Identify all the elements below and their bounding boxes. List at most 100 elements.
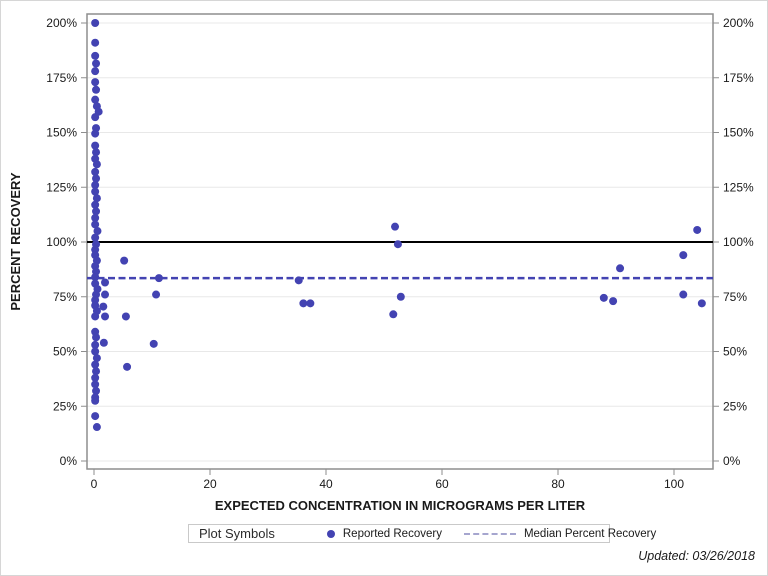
x-axis-tick-label: 0 (91, 477, 98, 491)
data-point (92, 354, 101, 363)
y-axis-tick-label: 75% (53, 290, 77, 304)
x-axis-title: EXPECTED CONCENTRATION IN MICROGRAMS PER… (215, 498, 586, 513)
data-point (92, 160, 101, 169)
data-point (91, 95, 100, 104)
data-point (152, 290, 161, 299)
y-axis-tick-label-right: 150% (723, 126, 754, 140)
legend-title: Plot Symbols (199, 526, 275, 541)
data-point (101, 312, 110, 321)
legend-entry-label: Reported Recovery (342, 527, 442, 540)
data-point (101, 290, 110, 299)
data-point (92, 367, 101, 376)
data-point (616, 264, 625, 273)
y-axis-tick-label: 125% (46, 180, 77, 194)
data-point (91, 380, 100, 389)
data-point (299, 299, 308, 308)
data-point (294, 276, 303, 285)
data-point (91, 167, 100, 176)
x-axis-tick-label: 40 (319, 477, 333, 491)
y-axis-tick-label-right: 125% (723, 180, 754, 194)
data-point (149, 339, 158, 348)
y-axis-tick-label: 150% (46, 126, 77, 140)
data-point (91, 187, 100, 196)
y-axis-tick-label: 175% (46, 71, 77, 85)
data-point (679, 251, 688, 260)
legend-entry-median-recovery: Median Percent Recovery (463, 528, 656, 540)
data-point (91, 396, 100, 405)
data-point (91, 233, 100, 242)
data-point (697, 299, 706, 308)
data-point (609, 297, 618, 306)
data-point (92, 148, 101, 157)
data-point (391, 222, 400, 231)
x-axis-tick-label: 60 (435, 477, 449, 491)
data-point (91, 412, 100, 421)
x-axis-tick-label: 20 (203, 477, 217, 491)
data-point (91, 312, 100, 321)
y-axis-tick-label: 50% (53, 345, 77, 359)
data-point (91, 129, 100, 138)
data-point (91, 373, 100, 382)
data-point (99, 338, 108, 347)
data-point (91, 360, 100, 369)
data-point (92, 207, 101, 216)
y-axis-tick-label: 100% (46, 235, 77, 249)
data-point (92, 59, 101, 68)
data-point (599, 293, 608, 302)
data-point (693, 225, 702, 234)
updated-note: Updated: 03/26/2018 (638, 549, 755, 563)
x-axis-tick-label: 80 (551, 477, 565, 491)
data-point (99, 302, 108, 311)
y-axis-tick-label: 0% (60, 454, 78, 468)
data-point (389, 310, 398, 319)
data-point (91, 220, 100, 229)
data-point (91, 273, 100, 282)
data-point (92, 423, 101, 432)
data-point (396, 292, 405, 301)
data-point (92, 386, 101, 395)
data-point (91, 67, 100, 76)
y-axis-tick-label: 25% (53, 399, 77, 413)
data-point (91, 78, 100, 87)
y-axis-tick-label-right: 0% (723, 454, 741, 468)
data-point (123, 362, 132, 371)
marker-dot-icon (326, 529, 335, 538)
legend-entry-reported-recovery: Reported Recovery (326, 527, 442, 540)
data-point (393, 240, 402, 249)
y-axis-tick-label-right: 25% (723, 399, 747, 413)
legend: Plot Symbols Reported Recovery Median Pe… (188, 524, 656, 543)
data-point (679, 290, 688, 299)
y-axis-title: PERCENT RECOVERY (8, 172, 23, 311)
data-point (154, 274, 163, 283)
data-point (91, 296, 100, 305)
data-point (91, 340, 100, 349)
data-point (121, 312, 130, 321)
data-point (92, 85, 101, 94)
y-axis-tick-label-right: 75% (723, 290, 747, 304)
data-point (92, 174, 101, 183)
y-axis-tick-label-right: 100% (723, 235, 754, 249)
y-axis-tick-label-right: 175% (723, 71, 754, 85)
data-point (92, 194, 101, 203)
data-point (92, 333, 101, 342)
y-axis-tick-label: 200% (46, 16, 77, 30)
dashed-line-icon (463, 532, 516, 535)
data-point (91, 245, 100, 254)
data-point (91, 38, 100, 47)
x-axis-tick-label: 100 (664, 477, 684, 491)
data-point (91, 19, 100, 27)
data-point (91, 181, 100, 190)
y-axis-tick-label-right: 50% (723, 345, 747, 359)
data-point (120, 256, 129, 265)
data-point (91, 51, 100, 60)
data-point (91, 200, 100, 209)
data-point (101, 278, 110, 287)
data-point (91, 113, 100, 122)
data-point (306, 299, 315, 308)
data-point (91, 347, 100, 356)
y-axis-tick-label-right: 200% (723, 16, 754, 30)
data-point (91, 213, 100, 222)
data-point (93, 227, 102, 236)
